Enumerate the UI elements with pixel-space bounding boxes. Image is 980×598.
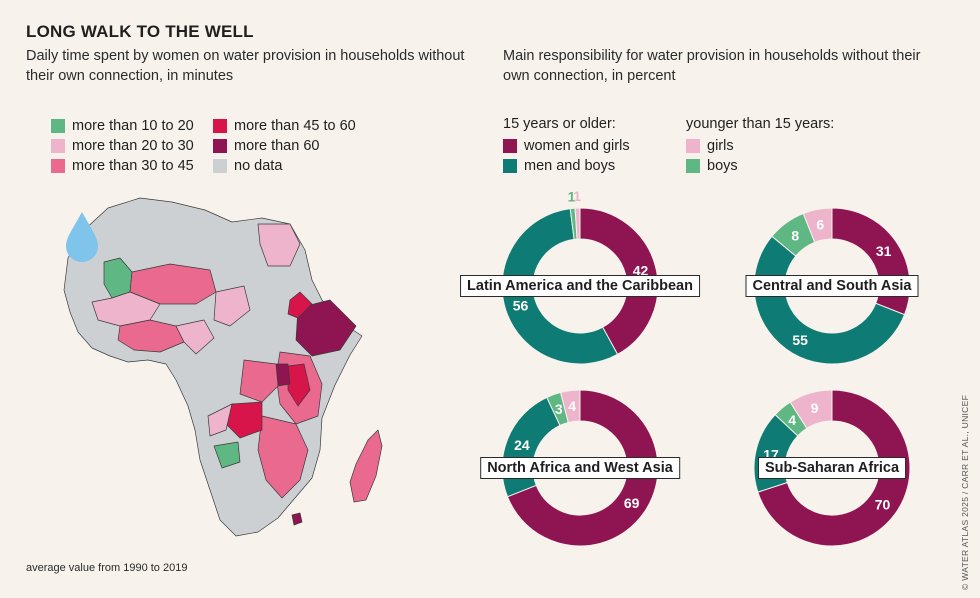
region-chad (213, 285, 251, 327)
donut-slice (802, 207, 833, 243)
madagascar (349, 429, 383, 503)
donut-slice (789, 389, 833, 430)
legend-swatch (503, 159, 517, 173)
region-egypt (257, 223, 301, 267)
legend-label: girls (707, 138, 734, 154)
donut-value-label: 70 (875, 497, 891, 513)
page-title: LONG WALK TO THE WELL (26, 22, 254, 41)
water-drop-icon (66, 212, 98, 262)
legend-label: more than 45 to 60 (234, 118, 356, 134)
legend-label: more than 60 (234, 138, 320, 154)
legend-label: more than 20 to 30 (72, 138, 194, 154)
donut-slice (579, 207, 659, 356)
region-ethiopia (295, 299, 357, 357)
donut-value-label: 56 (513, 297, 529, 313)
donut-slice (501, 208, 619, 365)
donut-slice (831, 207, 911, 316)
donut-value-label: 31 (876, 243, 892, 259)
donut-value-label: 69 (624, 495, 640, 511)
donut-slice (501, 396, 561, 498)
donut-value-label: 55 (792, 332, 808, 348)
legend-swatch (213, 119, 227, 133)
region-label: Sub-Saharan Africa (757, 457, 907, 479)
region-label: Latin America and the Caribbean (460, 275, 700, 297)
donut-value-label: 8 (791, 227, 799, 243)
region-east-red (287, 363, 311, 407)
region-angola-light (207, 403, 233, 437)
donut-value-label: 3 (555, 401, 563, 417)
region-coast-pink (117, 319, 185, 353)
legend-label: more than 30 to 45 (72, 158, 194, 174)
donut-value-label: 4 (788, 412, 796, 428)
legend-label: more than 10 to 20 (72, 118, 194, 134)
donut-value-label: 6 (816, 217, 824, 233)
legend-swatch (51, 159, 65, 173)
donut-slice (574, 207, 581, 240)
legend-group-older: 15 years or older: (503, 116, 616, 132)
legend-label: boys (707, 158, 738, 174)
legend-swatch (213, 139, 227, 153)
region-drc-east (239, 359, 279, 403)
donut-slice (559, 389, 581, 424)
donut-value-label: 9 (811, 400, 819, 416)
donut-value-label: 1 (573, 188, 581, 204)
legend-label: no data (234, 158, 283, 174)
donut-value-label: 4 (568, 398, 576, 414)
legend-swatch (213, 159, 227, 173)
legend-label: women and girls (524, 138, 630, 154)
region-sahel-light (91, 291, 161, 327)
map-subtitle: Daily time spent by women on water provi… (26, 48, 465, 84)
donut-slice (753, 235, 906, 365)
region-south-east (257, 415, 309, 499)
legend-swatch (51, 119, 65, 133)
legend-group-younger: younger than 15 years: (686, 116, 835, 132)
region-label: Central and South Asia (745, 275, 919, 297)
region-south-green (213, 441, 241, 469)
legend-swatch (686, 139, 700, 153)
donut-subtitle: Main responsibility for water provision … (503, 48, 921, 84)
donut-value-label: 42 (633, 262, 649, 278)
footnote: average value from 1990 to 2019 (26, 562, 188, 574)
legend-swatch (503, 139, 517, 153)
source-credit: © WATER ATLAS 2025 / CARR ET AL., UNICEF (960, 394, 970, 590)
region-coast-light (175, 319, 215, 355)
legend-label: men and boys (524, 158, 616, 174)
legend-swatch (51, 139, 65, 153)
region-lesotho (291, 512, 303, 526)
donut-value-label: 1 (568, 188, 576, 204)
legend-swatch (686, 159, 700, 173)
region-horn-red (287, 291, 313, 319)
region-label: North Africa and West Asia (480, 457, 680, 479)
donut-value-label: 24 (514, 437, 530, 453)
africa-map (63, 197, 383, 537)
